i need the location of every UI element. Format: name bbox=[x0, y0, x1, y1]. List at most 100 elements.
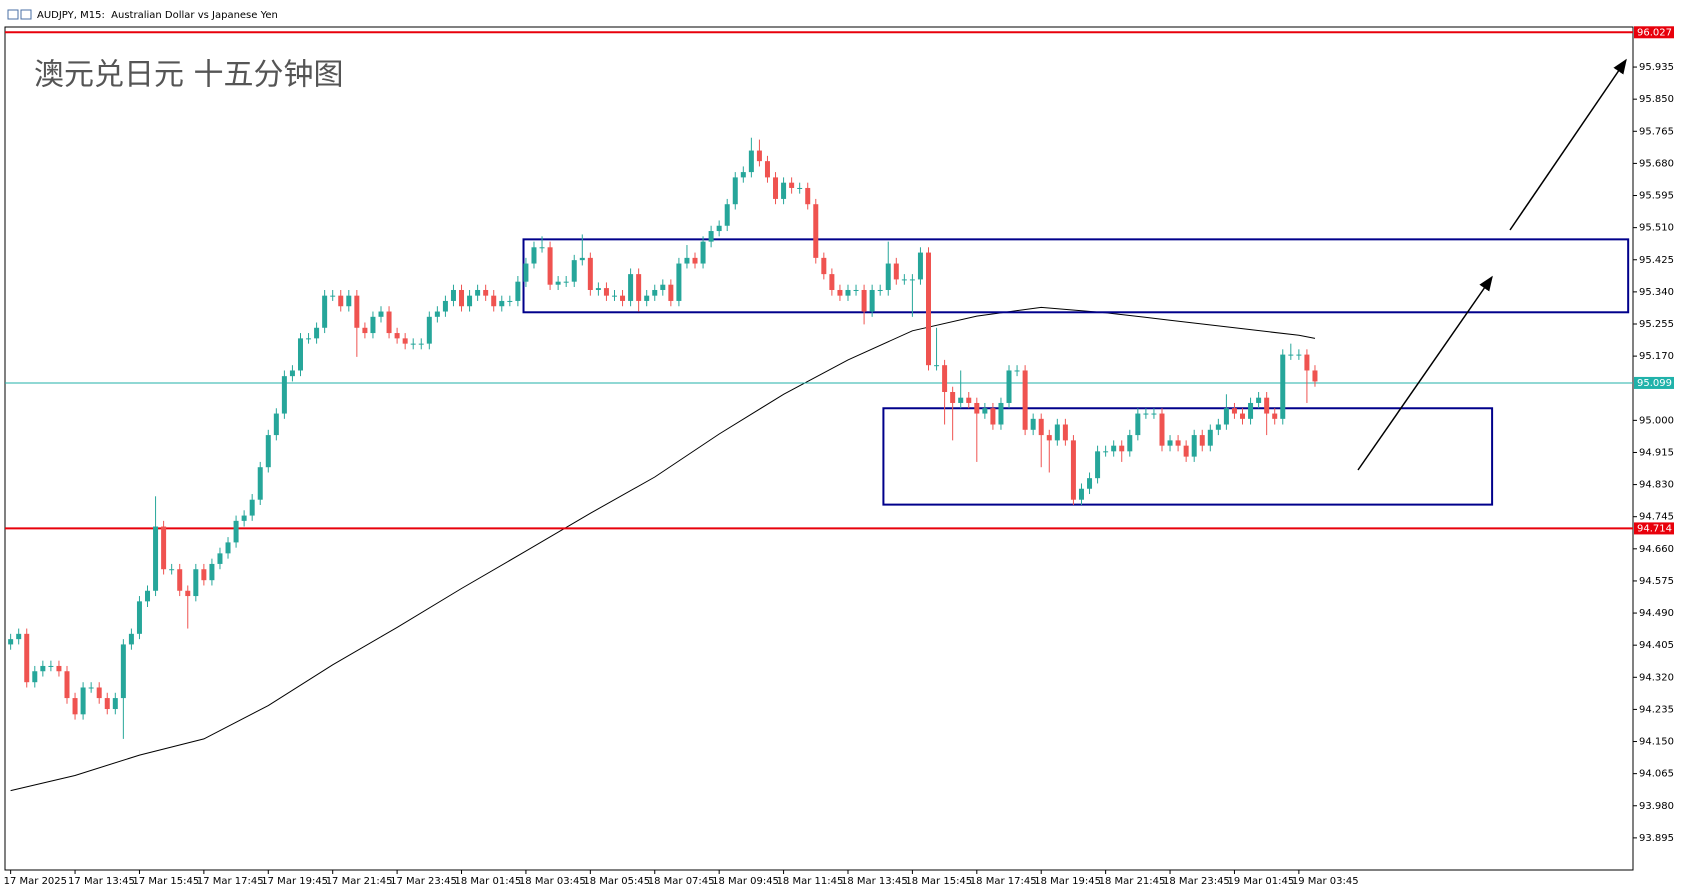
candle-body bbox=[789, 182, 795, 188]
candle-body bbox=[249, 499, 255, 516]
candle-body bbox=[257, 467, 263, 500]
candle-body bbox=[829, 274, 835, 290]
candle-body bbox=[909, 279, 915, 281]
candle-body bbox=[531, 247, 537, 264]
candle-body bbox=[281, 376, 287, 414]
y-tick-label: 94.830 bbox=[1639, 480, 1674, 491]
y-tick-label: 94.660 bbox=[1639, 544, 1674, 555]
candle-body bbox=[563, 281, 569, 283]
x-tick-label: 17 Mar 15:45 bbox=[132, 876, 199, 887]
candle-body bbox=[805, 187, 811, 205]
candle-body bbox=[1095, 451, 1101, 479]
candle-body bbox=[1119, 445, 1125, 452]
candle-body bbox=[153, 526, 159, 591]
candle-body bbox=[507, 300, 513, 302]
y-tick-label: 94.235 bbox=[1639, 704, 1674, 715]
candle-body bbox=[1304, 354, 1310, 371]
candle-body bbox=[1159, 413, 1165, 446]
candle-body bbox=[88, 687, 94, 689]
candle-body bbox=[990, 408, 996, 425]
y-tick-label: 94.405 bbox=[1639, 640, 1674, 651]
candle-body bbox=[1248, 402, 1254, 419]
x-tick-label: 17 Mar 19:45 bbox=[261, 876, 328, 887]
candle-body bbox=[942, 365, 948, 393]
candle-body bbox=[450, 289, 456, 301]
candle-body bbox=[660, 284, 666, 290]
candle-body bbox=[628, 274, 634, 301]
candle-body bbox=[225, 542, 231, 554]
candle-body bbox=[587, 257, 593, 290]
candle-body bbox=[1215, 424, 1221, 430]
candle-body bbox=[1046, 435, 1052, 441]
candle-body bbox=[837, 289, 843, 296]
candle-body bbox=[708, 231, 714, 242]
y-tick-label: 94.915 bbox=[1639, 447, 1674, 458]
x-tick-label: 18 Mar 01:45 bbox=[455, 876, 522, 887]
candle-body bbox=[901, 279, 907, 281]
candle-body bbox=[48, 665, 54, 667]
candle-body bbox=[1280, 354, 1286, 419]
candle-body bbox=[821, 257, 827, 275]
candle-body bbox=[1103, 451, 1109, 453]
candle-body bbox=[185, 590, 191, 597]
candle-body bbox=[442, 300, 448, 312]
candle-body bbox=[813, 204, 819, 258]
candle-body bbox=[56, 665, 62, 672]
x-tick-label: 19 Mar 03:45 bbox=[1292, 876, 1359, 887]
candle-body bbox=[241, 515, 247, 521]
y-tick-label: 95.680 bbox=[1639, 158, 1674, 169]
candle-body bbox=[861, 289, 867, 312]
candle-body bbox=[845, 289, 851, 296]
candle-body bbox=[145, 590, 151, 602]
price-level-label: 94.714 bbox=[1637, 523, 1672, 534]
candle-body bbox=[692, 257, 698, 264]
x-tick-label: 17 Mar 13:45 bbox=[68, 876, 135, 887]
candle-body bbox=[636, 274, 642, 301]
candle-body bbox=[378, 311, 384, 317]
candle-body bbox=[724, 204, 730, 226]
candle-body bbox=[579, 257, 585, 261]
candle-body bbox=[555, 281, 561, 285]
candle-body bbox=[362, 327, 368, 334]
candle-body bbox=[1256, 397, 1262, 403]
candle-body bbox=[781, 182, 787, 199]
candle-body bbox=[1151, 413, 1157, 415]
icon bbox=[7, 9, 19, 20]
candle-body bbox=[974, 402, 980, 414]
candle-body bbox=[354, 295, 360, 328]
y-tick-label: 95.935 bbox=[1639, 62, 1674, 73]
candle-body bbox=[346, 295, 352, 307]
price-level-label: 96.027 bbox=[1637, 27, 1672, 38]
candle-body bbox=[467, 295, 473, 307]
candle-body bbox=[966, 397, 972, 403]
candle-body bbox=[1288, 354, 1294, 356]
candle-body bbox=[306, 338, 312, 340]
candle-body bbox=[603, 288, 609, 296]
candle-body bbox=[885, 263, 891, 290]
candle-body bbox=[958, 397, 964, 403]
candle-body bbox=[1078, 488, 1084, 500]
plot-area: 95.935 95.850 95.765 95.680 95.595 95.510 95.4… bbox=[4, 31, 1674, 887]
candle-body bbox=[1022, 370, 1028, 430]
y-tick-label: 95.425 bbox=[1639, 255, 1674, 266]
candle-body bbox=[1014, 370, 1020, 372]
candle-body bbox=[1087, 478, 1093, 489]
candle-body bbox=[104, 698, 110, 710]
candle-body bbox=[297, 338, 303, 371]
candle-body bbox=[620, 295, 626, 301]
candle-body bbox=[539, 247, 545, 249]
y-tick-label: 95.255 bbox=[1639, 319, 1674, 330]
candle-body bbox=[652, 289, 658, 296]
icon bbox=[20, 9, 32, 20]
candle-body bbox=[893, 263, 899, 280]
candle-body bbox=[491, 295, 497, 307]
candle-body bbox=[40, 665, 46, 672]
candle-body bbox=[161, 526, 167, 570]
candle-body bbox=[982, 408, 988, 414]
candle-body bbox=[499, 300, 505, 307]
candle-body bbox=[1030, 418, 1036, 430]
candle-body bbox=[80, 687, 86, 715]
candle-body bbox=[934, 365, 940, 367]
